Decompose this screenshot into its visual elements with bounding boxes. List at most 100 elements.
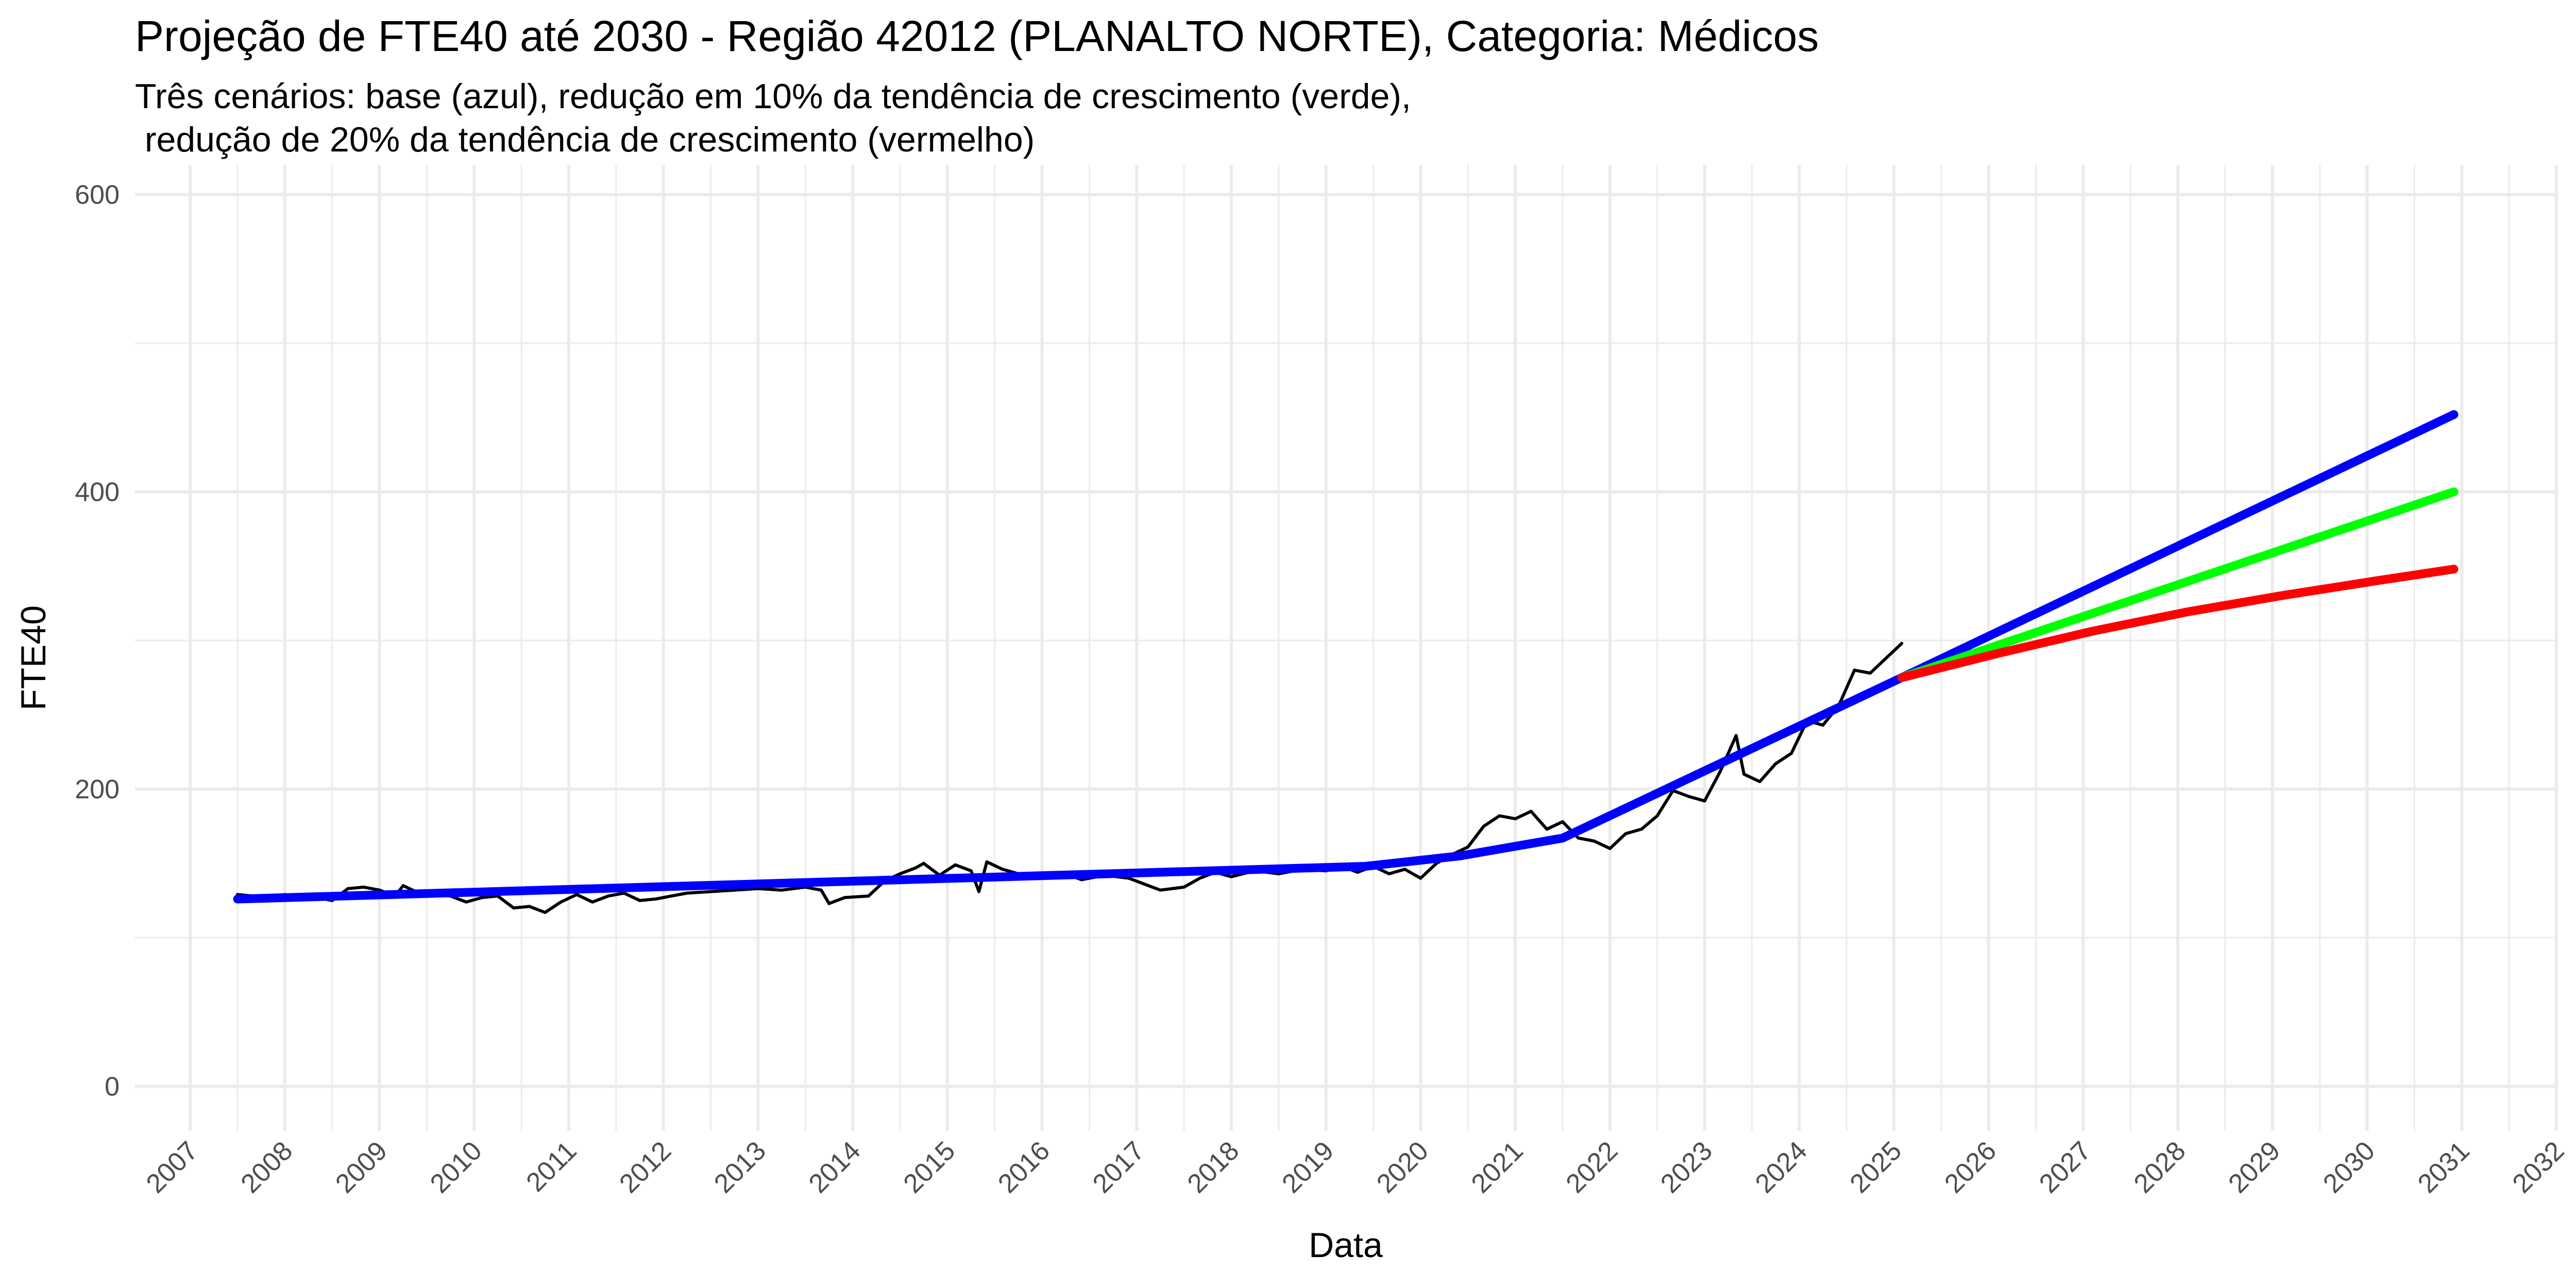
- series-0-point: [1182, 885, 1186, 889]
- series-0-point: [1561, 820, 1564, 823]
- series-0-point: [977, 890, 981, 893]
- series-0-point: [1742, 772, 1746, 776]
- x-tick-label: 2027: [2033, 1136, 2097, 1199]
- series-0-point: [1703, 799, 1706, 803]
- chart-subtitle: Três cenários: base (azul), redução em 1…: [135, 77, 1411, 159]
- y-tick-label: 400: [75, 478, 120, 507]
- x-tick-label: 2032: [2507, 1136, 2570, 1199]
- series-0-point: [1624, 832, 1628, 836]
- series-2-point: [2449, 487, 2459, 497]
- series-0-point: [622, 891, 626, 895]
- series-0-point: [590, 900, 594, 904]
- series-0-point: [1821, 723, 1825, 727]
- series-3-point: [2087, 627, 2096, 636]
- series-0-point: [1900, 641, 1904, 645]
- x-tick-label: 2023: [1655, 1136, 1718, 1199]
- series-0-point: [638, 899, 641, 902]
- series-0-point: [1592, 839, 1596, 843]
- series-0-point: [1577, 836, 1580, 840]
- series-0-point: [1853, 668, 1856, 672]
- series-0-point: [780, 888, 784, 892]
- series-0-point: [1719, 769, 1722, 773]
- series-0-point: [1655, 814, 1659, 818]
- x-tick-label: 2031: [2412, 1136, 2476, 1199]
- series-0-point: [606, 894, 610, 898]
- series-0-point: [1482, 824, 1485, 828]
- x-tick-label: 2016: [992, 1136, 1056, 1199]
- series-3-point: [1897, 673, 1906, 682]
- series-3-point: [2276, 591, 2285, 600]
- series-0-point: [670, 894, 673, 898]
- x-tick-label: 2013: [708, 1136, 772, 1199]
- series-0-point: [685, 891, 689, 895]
- series-0-point: [1545, 827, 1549, 831]
- series-0-point: [1529, 809, 1533, 813]
- x-tick-label: 2007: [141, 1136, 204, 1199]
- series-0-point: [465, 900, 468, 904]
- series-0-point: [867, 894, 870, 898]
- series-0-point: [1790, 752, 1793, 755]
- x-tick-label: 2012: [614, 1136, 677, 1199]
- series-0-point: [575, 893, 579, 896]
- series-0-point: [401, 884, 405, 887]
- series-0-point: [969, 869, 973, 873]
- series-0-point: [1403, 868, 1406, 871]
- series-line-1: [237, 410, 2456, 904]
- chart-title: Projeção de FTE40 até 2030 - Região 4201…: [135, 12, 1819, 60]
- series-0-point: [922, 861, 925, 865]
- series-3-point: [2449, 565, 2459, 574]
- series-0-point: [1001, 868, 1004, 871]
- series-1-point: [1361, 862, 1370, 871]
- x-tick-label: 2009: [330, 1136, 393, 1199]
- x-tick-label: 2015: [898, 1136, 961, 1199]
- series-0-point: [709, 890, 713, 893]
- series-0-point: [1387, 872, 1391, 875]
- y-tick-label: 0: [105, 1072, 120, 1101]
- series-0-point: [899, 872, 902, 875]
- series-0-point: [1466, 845, 1470, 849]
- series-1-point: [2449, 410, 2459, 419]
- x-tick-label: 2025: [1844, 1136, 1908, 1199]
- series-0-point: [480, 896, 484, 900]
- x-tick-label: 2011: [520, 1136, 582, 1197]
- x-tick-label: 2030: [2317, 1136, 2381, 1199]
- x-tick-label: 2026: [1939, 1136, 2002, 1199]
- series-0-point: [512, 906, 515, 910]
- series-0-point: [544, 911, 547, 914]
- series-0-point: [843, 896, 846, 900]
- series-0-point: [1758, 780, 1761, 784]
- x-tick-label: 2021: [1466, 1136, 1529, 1199]
- y-axis-title: FTE40: [14, 605, 53, 710]
- series-0-point: [654, 897, 657, 901]
- series-0-point: [1419, 876, 1422, 880]
- series-0-point: [1869, 671, 1872, 675]
- x-axis-title: Data: [1309, 1226, 1383, 1265]
- x-tick-label: 2020: [1371, 1136, 1434, 1199]
- series-0-point: [914, 866, 918, 870]
- series-0-point: [985, 860, 989, 863]
- y-tick-label: 200: [75, 775, 120, 805]
- series-0-point: [1734, 734, 1738, 737]
- series-0-point: [954, 863, 957, 867]
- series-0-point: [1230, 875, 1233, 878]
- tick-layer: 0 200 400 600 2007 2008 2009 2010 2011 2012 2013 20…: [75, 180, 2570, 1199]
- series-0-point: [1608, 846, 1612, 850]
- series-0-point: [1687, 795, 1690, 798]
- series-line-2: [1900, 487, 2455, 682]
- series-0-point: [1356, 871, 1359, 874]
- series-3-point: [2181, 607, 2190, 617]
- x-tick-label: 2019: [1276, 1136, 1340, 1199]
- series-0-point: [1198, 876, 1201, 880]
- series-1-point: [233, 894, 242, 904]
- series-0-point: [733, 888, 736, 892]
- x-tick-label: 2017: [1087, 1136, 1150, 1199]
- series-layer: [233, 410, 2459, 914]
- series-0-point: [819, 888, 823, 892]
- series-3-point: [1992, 649, 2001, 658]
- series-0-point: [827, 902, 831, 905]
- series-0-point: [1884, 656, 1888, 660]
- series-0-point: [1514, 817, 1517, 821]
- series-0-point: [1498, 814, 1501, 818]
- series-0-point: [1640, 827, 1643, 831]
